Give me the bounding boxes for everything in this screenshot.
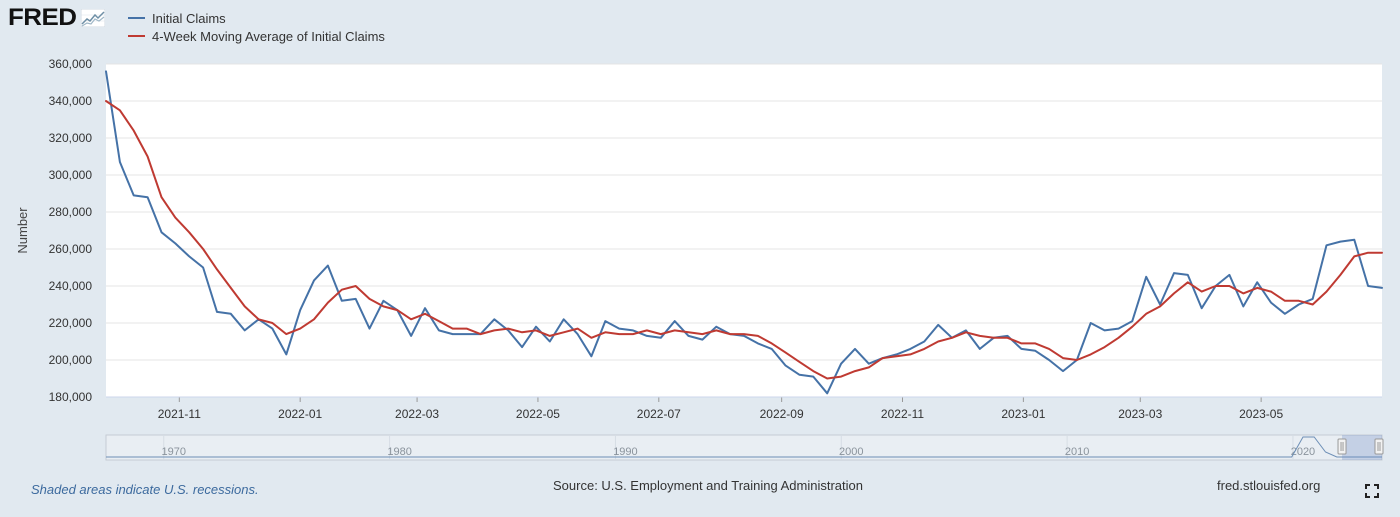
x-tick-label: 2023-03 — [1118, 407, 1162, 421]
source-text: Source: U.S. Employment and Training Adm… — [553, 478, 863, 493]
legend-label-moving-average: 4-Week Moving Average of Initial Claims — [152, 28, 385, 44]
chart-legend: Initial Claims 4-Week Moving Average of … — [128, 9, 385, 45]
y-tick-label: 220,000 — [49, 316, 93, 330]
x-tick-label: 2022-09 — [760, 407, 804, 421]
x-tick-label: 2022-01 — [278, 407, 322, 421]
x-tick-label: 2022-05 — [516, 407, 560, 421]
recession-note[interactable]: Shaded areas indicate U.S. recessions. — [31, 482, 259, 497]
y-tick-label: 200,000 — [49, 353, 93, 367]
y-tick-label: 260,000 — [49, 242, 93, 256]
fullscreen-icon[interactable] — [1365, 484, 1379, 498]
x-tick-label: 2021-11 — [158, 407, 201, 421]
y-tick-label: 180,000 — [49, 390, 93, 404]
x-tick-label: 2023-05 — [1239, 407, 1283, 421]
navigator-year-label: 1970 — [162, 446, 186, 458]
y-axis-label: Number — [15, 207, 30, 254]
x-tick-label: 2023-01 — [1001, 407, 1045, 421]
y-tick-label: 300,000 — [49, 168, 93, 182]
site-url[interactable]: fred.stlouisfed.org — [1217, 478, 1321, 493]
x-tick-label: 2022-11 — [881, 407, 924, 421]
navigator-year-label: 2010 — [1065, 446, 1089, 458]
navigator-handle-left[interactable] — [1337, 438, 1347, 455]
navigator-year-label: 1980 — [387, 446, 411, 458]
navigator-handle-right[interactable] — [1374, 438, 1384, 455]
y-tick-label: 320,000 — [49, 131, 93, 145]
legend-swatch-moving-average — [128, 35, 145, 37]
navigator-year-label: 2020 — [1291, 446, 1315, 458]
y-tick-label: 240,000 — [49, 279, 93, 293]
legend-item-initial-claims[interactable]: Initial Claims — [128, 9, 385, 27]
navigator-year-label: 1990 — [613, 446, 637, 458]
legend-label-initial-claims: Initial Claims — [152, 10, 226, 26]
series-line-moving-average[interactable] — [105, 100, 1383, 380]
y-tick-label: 360,000 — [49, 57, 93, 71]
legend-swatch-initial-claims — [128, 17, 145, 19]
navigator-series-line — [106, 436, 1382, 458]
legend-item-moving-average[interactable]: 4-Week Moving Average of Initial Claims — [128, 27, 385, 45]
plot-area — [106, 64, 1382, 397]
series-line-initial-claims[interactable] — [105, 70, 1383, 395]
x-tick-label: 2022-03 — [395, 407, 439, 421]
y-tick-label: 340,000 — [49, 94, 93, 108]
line-chart-icon — [81, 9, 106, 27]
fred-logo-text: FRED — [8, 4, 77, 31]
navigator-year-label: 2000 — [839, 446, 863, 458]
x-tick-label: 2022-07 — [637, 407, 681, 421]
y-tick-label: 280,000 — [49, 205, 93, 219]
range-navigator[interactable] — [105, 434, 1383, 461]
fred-logo[interactable]: FRED — [8, 4, 106, 31]
